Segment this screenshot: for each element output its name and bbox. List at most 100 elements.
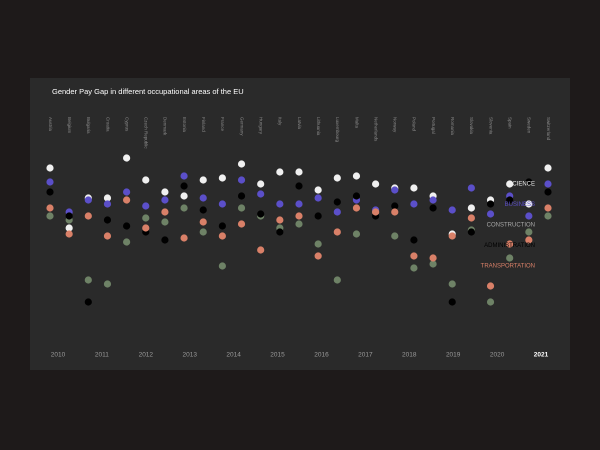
dot: [506, 240, 514, 248]
dot: [161, 188, 169, 196]
chart-title: Gender Pay Gap in different occupational…: [52, 87, 244, 96]
dot: [46, 188, 54, 196]
dot: [352, 192, 361, 200]
year-option[interactable]: 2012: [139, 352, 154, 359]
dot: [544, 164, 552, 172]
dot: [295, 220, 303, 228]
year-option[interactable]: 2020: [490, 352, 505, 359]
dot: [410, 264, 418, 272]
dot: [218, 200, 226, 208]
dot: [218, 262, 226, 270]
dot: [333, 228, 341, 236]
year-option[interactable]: 2013: [182, 352, 197, 359]
dot: [276, 168, 284, 176]
country-label: Poland: [412, 117, 417, 132]
dot: [199, 228, 207, 236]
dot: [84, 276, 92, 284]
dot: [180, 234, 188, 242]
dot: [161, 236, 169, 244]
dot: [237, 176, 246, 184]
dot: [237, 160, 246, 168]
dot: [161, 218, 169, 226]
dot: [314, 186, 322, 194]
dot: [161, 208, 169, 216]
year-option[interactable]: 2021: [534, 352, 549, 359]
legend-label: CONSTRUCTION: [487, 223, 535, 229]
dot: [295, 212, 303, 220]
dot: [123, 196, 131, 204]
dot: [486, 210, 495, 218]
dot: [467, 214, 475, 222]
dot: [103, 280, 112, 288]
dot: [257, 180, 265, 188]
dot: [391, 186, 399, 194]
dot: [276, 200, 284, 208]
dot: [314, 212, 322, 220]
legend-label: ADMINISTRATION: [484, 243, 535, 249]
year-option[interactable]: 2019: [446, 352, 461, 359]
dot: [65, 224, 73, 232]
year-option[interactable]: 2017: [358, 352, 373, 359]
dot: [142, 176, 150, 184]
dot: [544, 212, 552, 220]
year-option[interactable]: 2018: [402, 352, 417, 359]
dot: [46, 204, 54, 212]
year-option[interactable]: 2011: [95, 352, 109, 359]
dot: [486, 298, 495, 306]
dot: [46, 212, 54, 220]
dot: [467, 228, 475, 236]
dot: [391, 202, 399, 210]
year-option[interactable]: 2010: [51, 352, 66, 359]
dot: [180, 204, 188, 212]
dot: [199, 218, 207, 226]
country-label: Netherlands: [373, 117, 378, 142]
dot: [352, 172, 361, 180]
dot: [391, 232, 399, 240]
dot: [314, 194, 322, 202]
dot: [372, 180, 380, 188]
country-label: Hungary: [259, 117, 264, 135]
country-label: Sweden: [527, 117, 532, 134]
dot: [84, 298, 92, 306]
dot: [544, 204, 552, 212]
dot: [46, 178, 54, 186]
dot: [142, 202, 150, 210]
country-label: Spain: [508, 117, 513, 129]
dot: [142, 224, 150, 232]
dot: [180, 172, 188, 180]
dot: [429, 260, 437, 268]
dot: [525, 200, 533, 208]
dot: [448, 232, 456, 240]
dot: [506, 180, 514, 188]
country-label: Luxembourg: [335, 117, 340, 143]
dot: [467, 184, 475, 192]
dot: [410, 200, 418, 208]
dot: [295, 200, 303, 208]
dot: [429, 254, 437, 262]
dot: [333, 208, 341, 216]
country-label: Germany: [239, 117, 244, 136]
dot: [295, 168, 303, 176]
dot: [525, 178, 533, 186]
country-label: Romania: [450, 117, 455, 136]
country-label: Bulgaria: [86, 117, 91, 134]
country-label: Cyprus: [124, 117, 129, 132]
dot: [123, 238, 131, 246]
dot: [333, 276, 341, 284]
year-option[interactable]: 2016: [314, 352, 329, 359]
country-label: Slovenia: [488, 117, 493, 135]
dot: [237, 192, 246, 200]
dot: [486, 200, 495, 208]
dot: [257, 190, 265, 198]
dot: [429, 196, 437, 204]
year-option[interactable]: 2015: [270, 352, 285, 359]
year-option[interactable]: 2014: [226, 352, 241, 359]
country-label: Norway: [393, 117, 398, 133]
country-label: France: [220, 117, 225, 132]
country-label: Estonia: [182, 117, 187, 133]
dot: [257, 246, 265, 254]
dot: [123, 188, 131, 196]
dot: [486, 282, 495, 290]
dot: [199, 194, 207, 202]
dot: [448, 206, 456, 214]
